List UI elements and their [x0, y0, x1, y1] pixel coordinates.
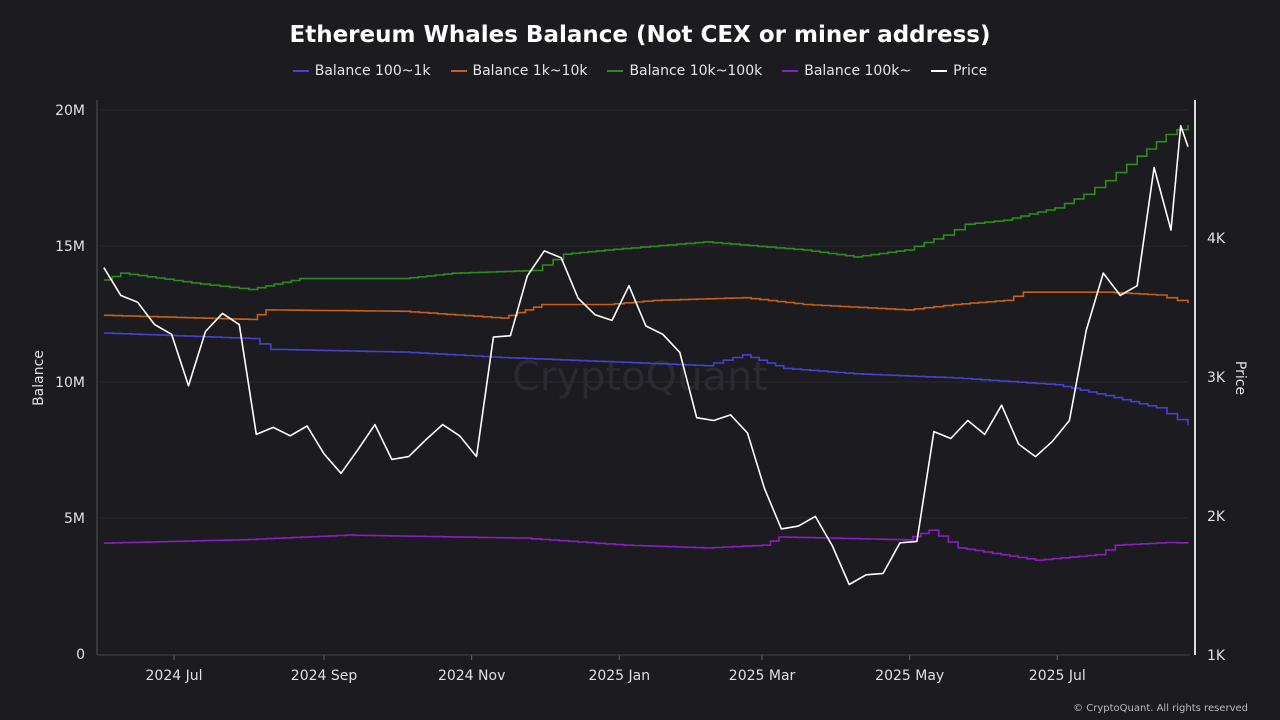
y2-tick-label: 1K	[1207, 648, 1226, 664]
legend-item[interactable]: Balance 1k~10k	[450, 63, 588, 79]
series-line-1	[103, 291, 1189, 321]
legend-item[interactable]: Balance 10k~100k	[607, 63, 762, 79]
y2-tick-label: 4K	[1207, 231, 1226, 247]
price-line	[103, 125, 1189, 586]
x-tick-label: 2025 May	[875, 668, 944, 684]
legend-swatch	[292, 70, 309, 72]
legend-label: Price	[953, 63, 988, 79]
legend-label: Balance 1k~10k	[472, 63, 588, 79]
legend-label: Balance 10k~100k	[629, 63, 763, 79]
y2-axis-label: Price	[1232, 361, 1248, 395]
series-line-0	[103, 332, 1189, 426]
legend-label: Balance 100~1k	[314, 63, 431, 79]
y-tick-label: 5M	[64, 511, 85, 527]
x-tick-label: 2024 Sep	[291, 668, 358, 684]
legend: Balance 100~1k Balance 1k~10k Balance 10k~…	[0, 63, 1280, 79]
y-tick-label: 20M	[55, 103, 85, 119]
x-tick-label: 2024 Nov	[438, 668, 505, 684]
legend-item[interactable]: Balance 100~1k	[292, 63, 431, 79]
legend-swatch	[931, 70, 948, 72]
y-tick-label: 10M	[55, 375, 85, 391]
legend-label: Balance 100k~	[804, 63, 912, 79]
x-tick-label: 2024 Jul	[146, 668, 203, 684]
chart-title: Ethereum Whales Balance (Not CEX or mine…	[289, 22, 991, 48]
series-line-2	[103, 125, 1189, 291]
y2-tick-label: 2K	[1207, 509, 1226, 525]
y-tick-label: 15M	[55, 239, 85, 255]
legend-item[interactable]: Price	[931, 63, 987, 79]
y2-tick-label: 3K	[1207, 370, 1226, 386]
y-tick-label: 0	[76, 647, 85, 663]
legend-swatch	[450, 70, 467, 72]
x-tick-label: 2025 Jan	[588, 668, 650, 684]
copyright: © CryptoQuant. All rights reserved	[1073, 703, 1248, 714]
x-tick-label: 2025 Mar	[729, 668, 796, 684]
legend-swatch	[782, 70, 799, 72]
y-axis-label: Balance	[31, 350, 47, 406]
watermark: CryptoQuant	[512, 354, 768, 400]
x-tick-label: 2025 Jul	[1029, 668, 1086, 684]
legend-swatch	[607, 70, 624, 72]
legend-item[interactable]: Balance 100k~	[782, 63, 911, 79]
series-line-3	[103, 529, 1189, 561]
